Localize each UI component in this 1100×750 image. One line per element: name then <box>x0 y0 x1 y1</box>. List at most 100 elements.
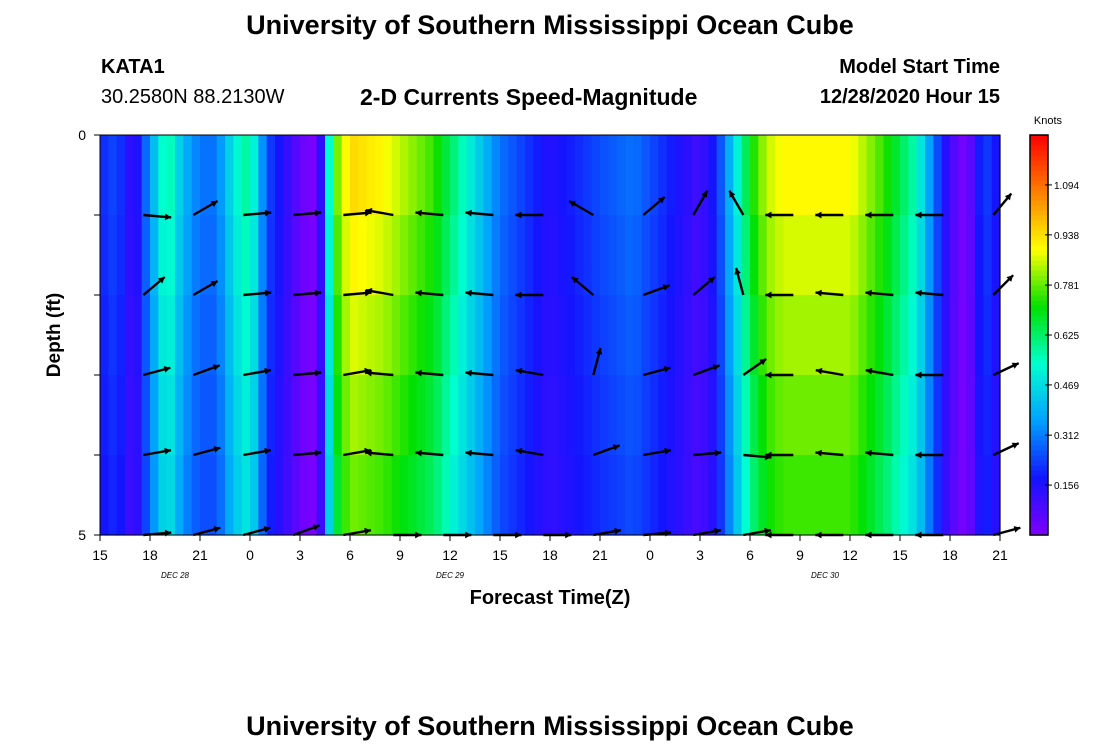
colorbar-segment <box>1030 460 1048 466</box>
heatmap-cell <box>683 135 693 216</box>
colorbar-segment <box>1030 285 1048 291</box>
heatmap-cell <box>125 295 134 376</box>
heatmap-cell <box>108 375 118 456</box>
heatmap-cell <box>783 135 793 216</box>
heatmap-cell <box>441 375 451 456</box>
heatmap-cell <box>308 215 318 296</box>
heatmap-cell <box>516 295 526 376</box>
heatmap-cell <box>250 375 259 456</box>
heatmap-cell <box>458 215 468 296</box>
heatmap-cell <box>258 295 268 376</box>
heatmap-cell <box>141 375 151 456</box>
heatmap-cell <box>641 375 651 456</box>
colorbar-segment <box>1030 275 1048 281</box>
heatmap-cell <box>208 135 218 216</box>
x-tick-label: 3 <box>296 547 304 563</box>
heatmap-cell <box>783 455 793 536</box>
heatmap-cell <box>516 375 526 456</box>
heatmap-cell <box>608 375 618 456</box>
heatmap-cell <box>991 135 1001 216</box>
current-vector <box>293 209 322 217</box>
heatmap-cell <box>600 295 609 376</box>
heatmap-cell <box>100 375 109 456</box>
heatmap-cell <box>333 215 343 296</box>
heatmap-cell <box>225 215 234 296</box>
heatmap-cell <box>400 455 409 536</box>
heatmap-cell <box>283 295 293 376</box>
heatmap-cell <box>758 295 768 376</box>
heatmap-cell <box>233 215 243 296</box>
current-vector <box>815 449 844 457</box>
heatmap-cell <box>725 375 734 456</box>
heatmap-cell <box>208 455 218 536</box>
colorbar-segment <box>1030 470 1048 476</box>
heatmap-cell <box>416 455 426 536</box>
heatmap-cell <box>508 135 518 216</box>
heatmap-cell <box>125 215 134 296</box>
colorbar-segment <box>1030 185 1048 191</box>
heatmap-cell <box>175 375 184 456</box>
x-tick-label: 18 <box>142 547 158 563</box>
heatmap-cell <box>416 135 426 216</box>
heatmap-cell <box>200 215 209 296</box>
heatmap-cell <box>775 455 784 536</box>
heatmap-cell <box>666 135 676 216</box>
heatmap-cell <box>608 295 618 376</box>
heatmap-cell <box>175 135 184 216</box>
current-vector <box>643 447 672 457</box>
current-vector <box>865 367 894 377</box>
current-vector <box>765 291 794 299</box>
heatmap-cell <box>191 375 201 456</box>
heatmap-cell <box>800 455 809 536</box>
heatmap-cell <box>616 135 626 216</box>
current-vector <box>815 367 844 377</box>
heatmap-cell <box>166 295 176 376</box>
heatmap-cell <box>350 375 359 456</box>
heatmap-cell <box>150 375 159 456</box>
plot-title: 2-D Currents Speed-Magnitude <box>360 84 698 110</box>
heatmap-cell <box>841 295 851 376</box>
colorbar-segment <box>1030 165 1048 171</box>
colorbar-segment <box>1030 420 1048 426</box>
heatmap-cell <box>500 135 509 216</box>
current-vector <box>693 449 722 457</box>
heatmap-cell <box>966 375 976 456</box>
colorbar-tick-label: 1.094 <box>1054 181 1079 192</box>
colorbar-segment <box>1030 340 1048 346</box>
heatmap-cell <box>241 295 251 376</box>
heatmap-cell <box>858 215 868 296</box>
heatmap-cell <box>808 295 818 376</box>
current-vector <box>343 527 372 537</box>
heatmap-cell <box>116 375 126 456</box>
heatmap-cell <box>633 215 643 296</box>
heatmap-cell <box>750 375 759 456</box>
heatmap-cell <box>683 215 693 296</box>
heatmap-cell <box>300 295 309 376</box>
colorbar-segment <box>1030 195 1048 201</box>
heatmap-cell <box>741 215 751 296</box>
heatmap-cell <box>316 295 326 376</box>
colorbar-segment <box>1030 280 1048 286</box>
heatmap-cell <box>608 135 618 216</box>
heatmap-cell <box>625 455 634 536</box>
heatmap-cell <box>716 375 726 456</box>
colorbar-segment <box>1030 400 1048 406</box>
heatmap-cell <box>183 215 193 296</box>
heatmap-cell <box>808 375 818 456</box>
heatmap-cell <box>425 215 434 296</box>
current-vector <box>293 289 322 297</box>
heatmap-cell <box>591 295 601 376</box>
current-vector <box>765 531 794 539</box>
heatmap-cell <box>583 295 593 376</box>
heatmap-cell <box>558 455 568 536</box>
heatmap-cell <box>700 295 709 376</box>
heatmap-cell <box>616 295 626 376</box>
heatmap-cell <box>883 375 893 456</box>
heatmap-cell <box>725 295 734 376</box>
heatmap-cell <box>908 375 918 456</box>
heatmap-cell <box>975 215 984 296</box>
current-vector <box>243 367 272 377</box>
heatmap-cell <box>325 215 334 296</box>
heatmap-cell <box>866 375 876 456</box>
